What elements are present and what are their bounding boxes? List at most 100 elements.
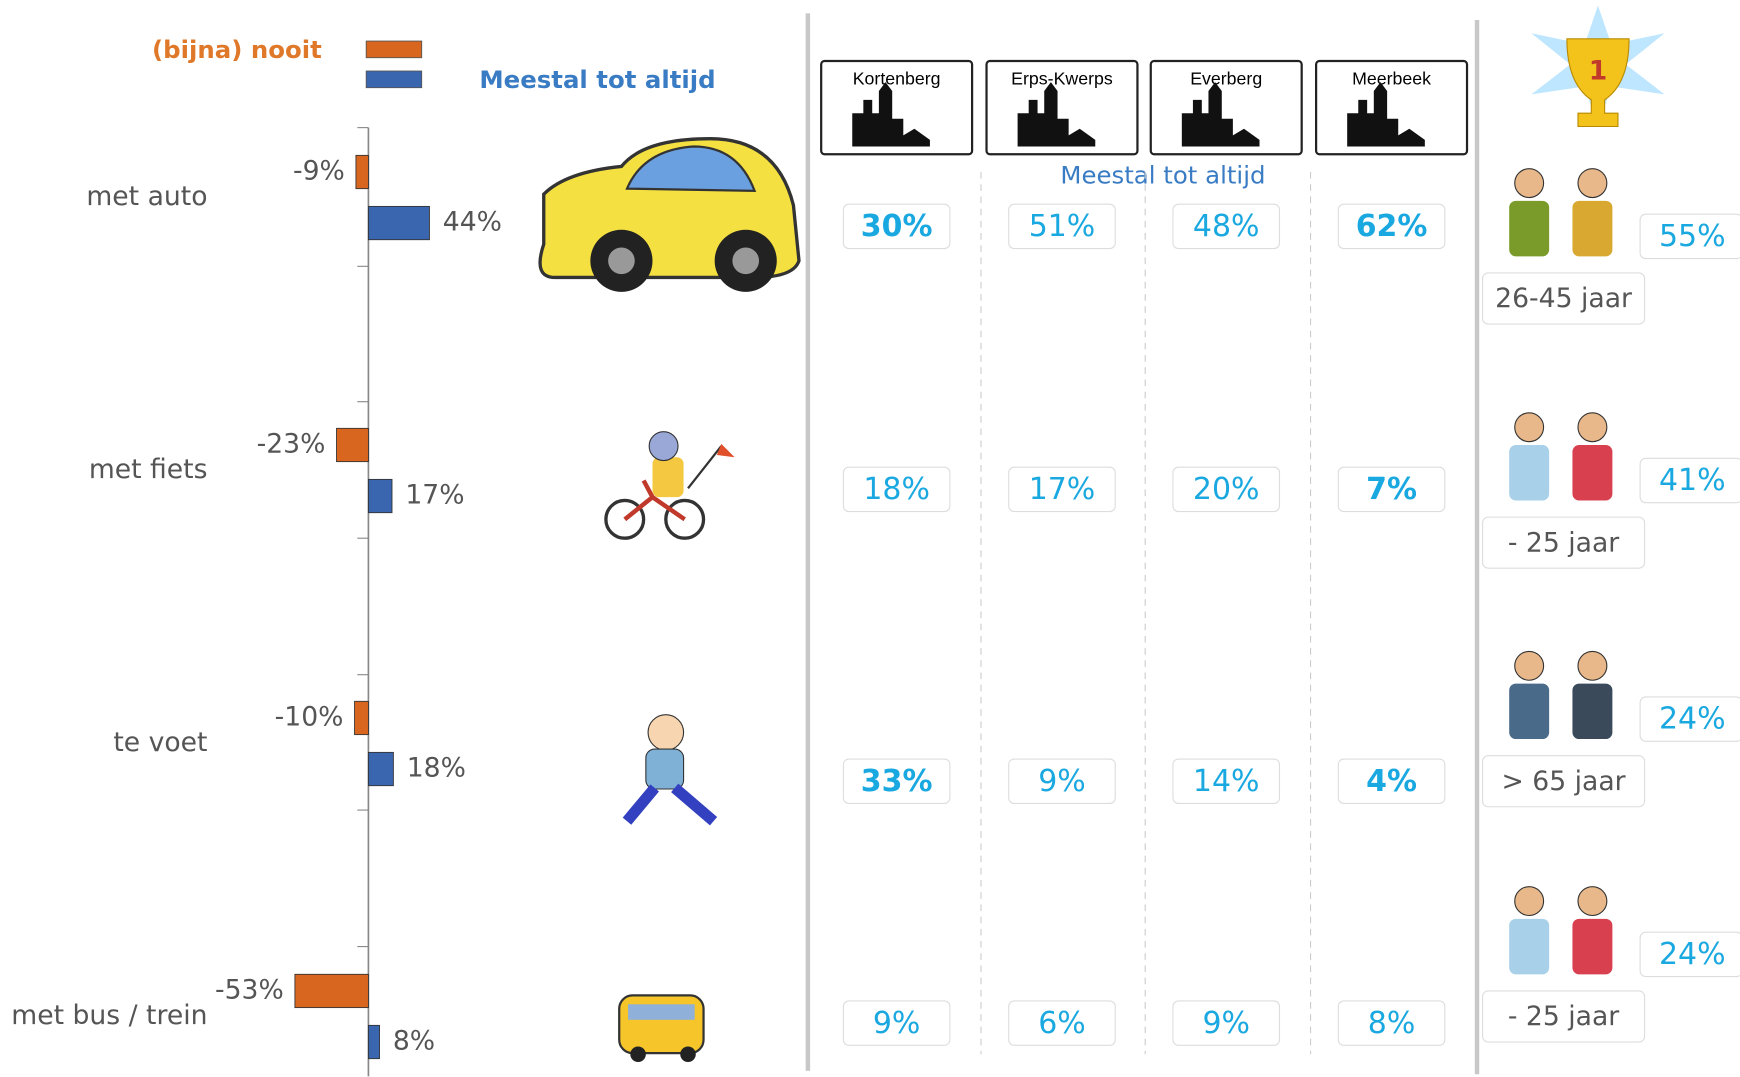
car-icon — [538, 137, 801, 292]
winner-value: 24% — [1659, 702, 1726, 737]
cell-value: 30% — [861, 209, 933, 244]
bar — [355, 154, 369, 190]
town-name: Everberg — [1190, 69, 1262, 89]
value-label: 8% — [393, 1026, 435, 1057]
town-name: Erps-Kwerps — [1011, 69, 1113, 89]
cell-value: 9% — [1038, 764, 1086, 799]
cell-box — [1008, 203, 1116, 250]
value-box — [1639, 931, 1740, 978]
cell-value: 4% — [1366, 764, 1417, 799]
age-label: - 25 jaar — [1508, 1001, 1619, 1032]
cell-value: 9% — [873, 1006, 921, 1041]
cell-value: 48% — [1193, 209, 1260, 244]
canvas: Meestal tot altijd 1 (bijna) nooit Meesta… — [11, 5, 1740, 1077]
person-body — [1572, 200, 1613, 257]
legend-label: (bijna) nooit — [152, 35, 322, 64]
legend-swatch — [365, 70, 423, 89]
cell-value: 14% — [1193, 764, 1260, 799]
bar — [367, 751, 394, 787]
cell-box — [1172, 1000, 1281, 1046]
winner-value: 24% — [1659, 937, 1726, 972]
person-body — [1572, 444, 1613, 501]
cell-box — [1172, 758, 1281, 804]
legend-label: Meestal tot altijd — [479, 65, 715, 94]
person-head — [1514, 650, 1545, 681]
cell-box — [1337, 203, 1446, 250]
age-box — [1482, 755, 1646, 808]
bar — [354, 700, 369, 736]
cell-value: 9% — [1202, 1006, 1250, 1041]
value-box — [1639, 213, 1740, 260]
age-box — [1482, 516, 1646, 569]
cell-value: 33% — [861, 764, 933, 799]
cell-box — [1008, 758, 1116, 804]
bus-icon — [618, 994, 705, 1062]
winner-value: 41% — [1659, 463, 1726, 498]
cell-value: 8% — [1368, 1006, 1416, 1041]
person-head — [1577, 168, 1608, 199]
cell-value: 6% — [1038, 1006, 1086, 1041]
towns-subtitle: Meestal tot altijd — [1060, 160, 1265, 189]
person-body — [1509, 200, 1550, 257]
town-silhouette — [1181, 82, 1260, 147]
person-head — [1577, 412, 1608, 443]
cell-box — [1172, 466, 1281, 513]
value-label: 17% — [405, 480, 464, 511]
category-label: te voet — [113, 727, 207, 758]
value-label: -9% — [293, 156, 345, 187]
person-head — [1514, 412, 1545, 443]
bar — [294, 973, 369, 1009]
category-label: met auto — [86, 181, 207, 212]
cell-box — [1172, 203, 1281, 250]
value-label: -10% — [275, 701, 344, 732]
cell-box — [842, 466, 951, 513]
cell-value: 62% — [1356, 209, 1428, 244]
cell-box — [842, 758, 951, 804]
person-head — [1577, 886, 1608, 917]
bar — [367, 478, 393, 514]
cell-value: 17% — [1029, 472, 1096, 507]
age-label: > 65 jaar — [1502, 766, 1626, 797]
town-name: Meerbeek — [1352, 69, 1431, 89]
person-body — [1572, 683, 1613, 740]
person-head — [1577, 650, 1608, 681]
value-box — [1639, 696, 1740, 742]
bar — [367, 1024, 380, 1060]
age-box — [1482, 990, 1646, 1043]
cell-box — [1337, 1000, 1446, 1046]
cell-value: 20% — [1193, 472, 1260, 507]
cell-box — [1008, 1000, 1116, 1046]
person-head — [1514, 168, 1545, 199]
winner-value: 55% — [1659, 219, 1726, 254]
svg-text:1: 1 — [1589, 56, 1608, 87]
value-label: -23% — [257, 428, 326, 459]
cell-value: 51% — [1029, 209, 1096, 244]
bike-icon — [604, 431, 735, 540]
cell-box — [1337, 758, 1446, 804]
value-label: 44% — [443, 207, 502, 238]
cell-value: 18% — [863, 472, 930, 507]
cell-box — [842, 203, 951, 250]
cell-box — [1337, 466, 1446, 513]
cell-box — [842, 1000, 951, 1046]
age-label: 26-45 jaar — [1495, 283, 1632, 314]
walker-icon — [622, 714, 718, 826]
cell-value: 7% — [1366, 472, 1417, 507]
value-label: -53% — [215, 974, 284, 1005]
age-box — [1482, 272, 1646, 325]
person-body — [1572, 918, 1613, 975]
category-label: met fiets — [89, 454, 208, 485]
person-body — [1509, 683, 1550, 740]
bar — [336, 427, 369, 463]
person-head — [1514, 886, 1545, 917]
person-body — [1509, 918, 1550, 975]
legend-swatch — [365, 40, 423, 59]
person-body — [1509, 444, 1550, 501]
value-box — [1639, 457, 1740, 504]
trophy: 1 — [1531, 5, 1665, 128]
town-silhouette — [1017, 82, 1096, 147]
town-silhouette — [852, 82, 930, 147]
value-label: 18% — [407, 753, 466, 784]
age-label: - 25 jaar — [1508, 527, 1619, 558]
